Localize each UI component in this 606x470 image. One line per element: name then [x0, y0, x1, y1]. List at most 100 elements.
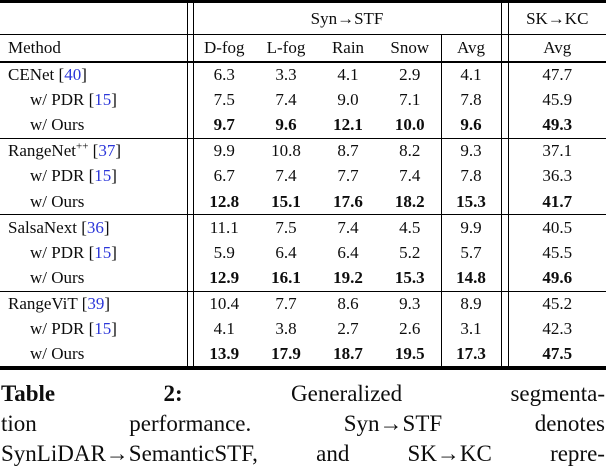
double-rule-left [186, 112, 194, 138]
value-cell: 12.8 [209, 191, 240, 211]
value-cell: 7.7 [337, 166, 359, 186]
citation-link[interactable]: 15 [94, 89, 112, 109]
citation-link[interactable]: 40 [64, 64, 82, 84]
method-cell: w/ PDR [15] [30, 89, 117, 109]
value-cell: 45.2 [542, 294, 573, 313]
method-cell: CENet [40] [8, 64, 87, 84]
value-cell: 3.8 [275, 319, 297, 339]
table-row: w/ PDR [15] 7.5 7.4 9.0 7.1 7.8 45.9 [0, 87, 606, 113]
value-cell: 4.5 [399, 217, 421, 237]
method-label: w/ PDR [30, 242, 85, 262]
value-cell: 11.1 [209, 217, 239, 237]
value-cell: 40.5 [542, 217, 573, 237]
method-label: w/ PDR [30, 319, 85, 339]
column-header-row: Method D-fog L-fog Rain Snow Avg Avg [0, 34, 606, 62]
results-table-body: Syn→STF SK→KC Method D-fog L-fog Rain Snow Avg A… [0, 1, 606, 368]
value-cell: 9.3 [399, 294, 421, 313]
value-cell: 7.7 [275, 294, 297, 313]
results-table: Syn→STF SK→KC Method D-fog L-fog Rain Snow Avg A… [0, 1, 606, 368]
value-cell: 8.9 [440, 291, 501, 317]
table-row: w/ Ours 12.9 16.1 19.2 15.3 14.8 49.6 [0, 265, 606, 291]
column-header-right-avg: Avg [543, 37, 572, 57]
value-cell: 9.6 [275, 115, 297, 134]
citation-link[interactable]: 36 [86, 217, 104, 237]
value-cell: 4.1 [337, 64, 359, 84]
value-cell: 9.7 [213, 115, 235, 134]
citation-link[interactable]: 37 [98, 141, 116, 160]
group-header-syn-stf: Syn→STF [310, 8, 384, 28]
citation-link[interactable]: 15 [94, 242, 112, 262]
value-cell: 7.8 [440, 87, 501, 113]
double-rule-right [500, 87, 509, 113]
value-cell: 19.2 [333, 268, 363, 287]
double-rule-left [186, 240, 194, 266]
value-cell: 7.4 [337, 217, 359, 237]
value-cell: 8.6 [337, 294, 359, 313]
column-header-avg: Avg [440, 34, 501, 62]
caption-token: denotes [534, 410, 605, 436]
double-rule-right [500, 61, 509, 87]
method-label: w/ Ours [30, 115, 85, 134]
value-cell: 4.1 [213, 319, 235, 339]
double-rule-left [186, 1, 194, 35]
citation-link[interactable]: 15 [94, 166, 112, 186]
caption-token: SK→KC [407, 440, 492, 466]
value-cell: 9.3 [440, 138, 501, 164]
double-rule-right [500, 316, 509, 342]
value-cell: 45.5 [542, 242, 573, 262]
group-header-row: Syn→STF SK→KC [0, 1, 606, 35]
citation-link[interactable]: 15 [94, 319, 112, 339]
table-row: w/ Ours 12.8 15.1 17.6 18.2 15.3 41.7 [0, 189, 606, 215]
double-rule-left [186, 189, 194, 215]
value-cell: 6.7 [213, 166, 235, 186]
value-cell: 12.9 [209, 268, 240, 287]
value-cell: 9.9 [213, 141, 235, 160]
method-cell: w/ PDR [15] [30, 319, 117, 339]
value-cell: 12.1 [333, 115, 363, 134]
value-cell: 36.3 [542, 166, 573, 186]
caption-token: tion [1, 410, 37, 436]
caption-line-1: Table 2: Generalized segmenta- [0, 379, 606, 409]
caption-token: 2: [163, 380, 183, 406]
double-rule-right [500, 342, 509, 368]
value-cell: 45.9 [542, 89, 573, 109]
column-header-l-fog: L-fog [266, 37, 306, 57]
method-label: w/ Ours [30, 191, 85, 211]
value-cell: 10.4 [209, 294, 240, 313]
value-cell: 49.3 [542, 115, 573, 134]
table-row: CENet [40] 6.3 3.3 4.1 2.9 4.1 47.7 [0, 61, 606, 87]
caption-token: repre- [550, 440, 605, 466]
value-cell: 42.3 [542, 319, 573, 339]
caption-token: Table [1, 380, 56, 406]
method-cell: w/ Ours [0, 113, 187, 139]
value-cell: 10.8 [271, 141, 301, 160]
method-label: RangeViT [8, 294, 78, 313]
column-header-rain: Rain [331, 37, 365, 57]
group-header-sk-kc: SK→KC [526, 8, 589, 28]
caption-line-2: tion performance. Syn→STF denotes [0, 409, 606, 439]
value-cell: 7.5 [275, 217, 297, 237]
value-cell: 7.1 [399, 89, 421, 109]
method-cell: w/ PDR [15] [30, 242, 117, 262]
value-cell: 15.3 [394, 268, 425, 287]
value-cell: 4.1 [440, 61, 501, 87]
value-cell: 6.4 [337, 242, 359, 262]
citation-link[interactable]: 39 [87, 294, 105, 313]
method-superscript: ++ [75, 140, 89, 153]
caption-token: segmenta- [510, 380, 605, 406]
value-cell: 37.1 [542, 141, 573, 160]
double-rule-right [500, 112, 509, 138]
value-cell: 8.2 [399, 141, 421, 160]
double-rule-right [500, 291, 509, 317]
value-cell: 18.2 [394, 191, 425, 211]
value-cell: 7.4 [275, 166, 297, 186]
value-cell: 9.6 [440, 112, 501, 138]
double-rule-left [186, 342, 194, 368]
value-cell: 47.5 [542, 343, 573, 363]
method-cell: w/ Ours [0, 342, 187, 368]
value-cell: 19.5 [394, 343, 425, 363]
method-cell: w/ Ours [0, 189, 187, 215]
value-cell: 2.9 [399, 64, 421, 84]
method-cell: SalsaNext [36] [8, 217, 110, 237]
